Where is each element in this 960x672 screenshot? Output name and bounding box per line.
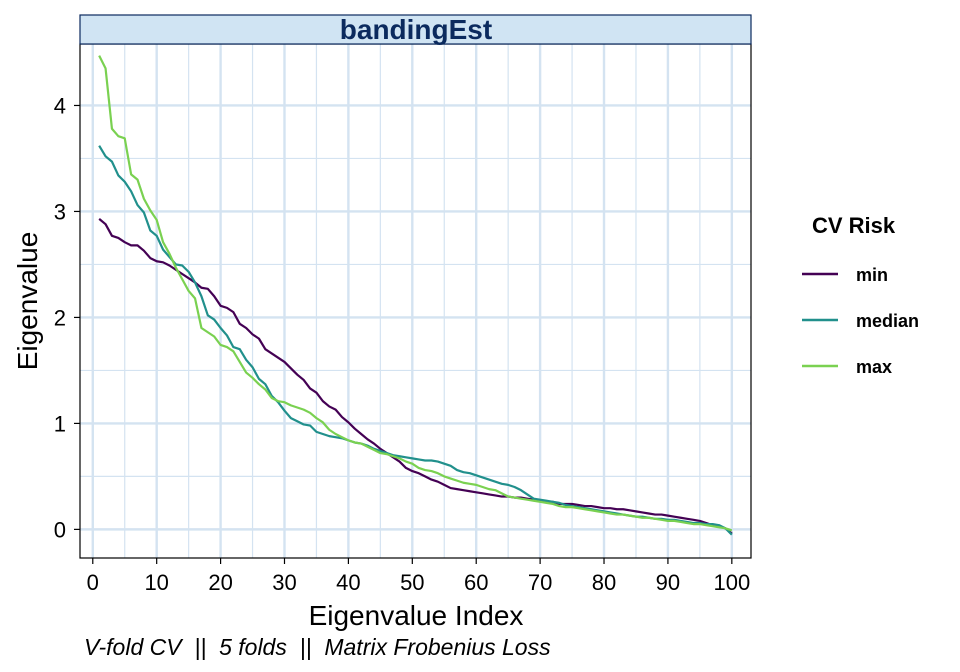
x-tick-label: 20 — [208, 570, 232, 595]
y-tick-label: 3 — [54, 199, 66, 224]
x-tick-label: 0 — [87, 570, 99, 595]
y-tick-label: 4 — [54, 93, 66, 118]
x-tick-label: 70 — [528, 570, 552, 595]
legend-label-median: median — [856, 311, 919, 331]
y-tick-label: 0 — [54, 517, 66, 542]
series-line-max — [98, 55, 733, 532]
x-axis-label: Eigenvalue Index — [309, 600, 524, 631]
facet-title: bandingEst — [340, 14, 492, 45]
caption: V-fold CV || 5 folds || Matrix Frobenius… — [84, 634, 551, 660]
y-axis-label: Eigenvalue — [12, 232, 43, 371]
x-tick-label: 10 — [144, 570, 168, 595]
legend-title: CV Risk — [812, 213, 896, 238]
x-tick-label: 50 — [400, 570, 424, 595]
panel-grid — [80, 44, 751, 558]
y-axis: 0 1 2 3 4 — [54, 93, 80, 542]
legend-label-min: min — [856, 265, 888, 285]
x-tick-label: 100 — [713, 570, 750, 595]
x-tick-label: 80 — [592, 570, 616, 595]
x-axis: 0 10 20 30 40 50 60 70 80 90 100 — [87, 558, 750, 595]
series-line-min — [98, 218, 733, 535]
x-tick-label: 60 — [464, 570, 488, 595]
legend: CV Risk min median max — [802, 213, 919, 377]
legend-label-max: max — [856, 357, 892, 377]
x-tick-label: 40 — [336, 570, 360, 595]
y-tick-label: 2 — [54, 305, 66, 330]
y-tick-label: 1 — [54, 411, 66, 436]
x-tick-label: 90 — [656, 570, 680, 595]
facet-strip — [79, 14, 752, 45]
series-layer — [98, 55, 733, 536]
x-tick-label: 30 — [272, 570, 296, 595]
